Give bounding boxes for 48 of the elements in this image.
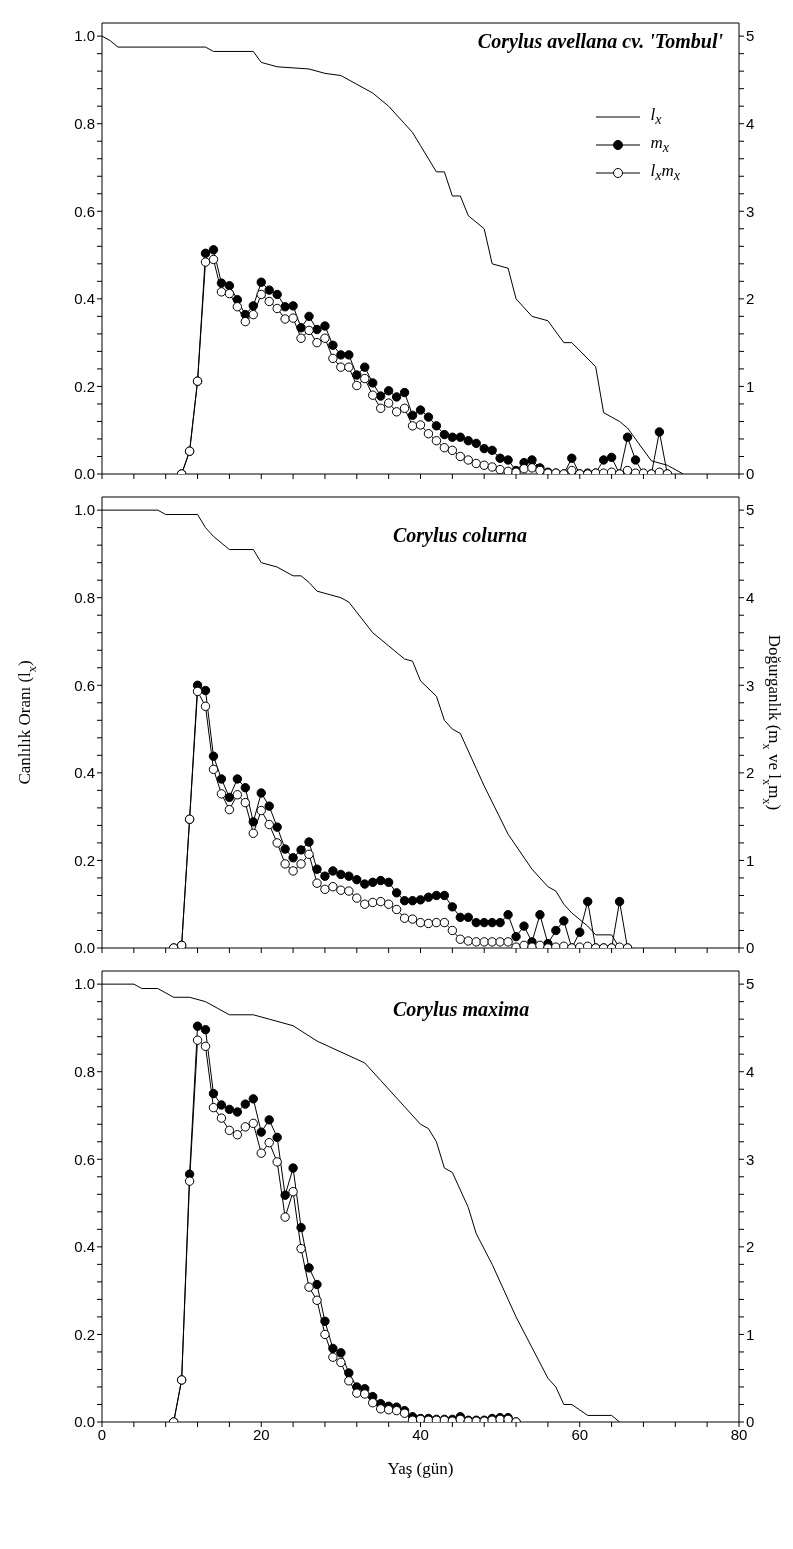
y2-tick-label: 2 (746, 764, 755, 782)
x-axis-title: Yaş (gün) (387, 1459, 454, 1478)
y-tick-label: 1.0 (74, 975, 95, 993)
y-tick-label: 0.4 (74, 764, 95, 782)
legend-label: l$_{x}$ (650, 105, 662, 129)
y-tick-label: 0.8 (74, 115, 95, 133)
y2-tick-label: 5 (746, 27, 755, 45)
x-tick-label: 80 (730, 1425, 748, 1443)
y-tick-label: 1.0 (74, 27, 95, 45)
y2-tick-label: 2 (746, 1238, 755, 1256)
legend-label: m$_{x}$ (650, 133, 669, 157)
y2-tick-label: 2 (746, 290, 755, 308)
y-tick-label: 0.0 (74, 465, 95, 483)
y2-tick-label: 0 (746, 939, 755, 957)
y-tick-label: 0.4 (74, 290, 95, 308)
y2-tick-label: 3 (746, 676, 755, 694)
legend-label: l$_{x}$m$_{x}$ (650, 161, 680, 185)
x-tick-label: 20 (252, 1425, 270, 1443)
y-tick-label: 0.6 (74, 1150, 95, 1168)
chart-title: Corylus avellana cv. 'Tombul' (477, 30, 723, 53)
y2-tick-label: 0 (746, 465, 755, 483)
y2-tick-label: 1 (746, 851, 755, 869)
y2-tick-label: 3 (746, 202, 755, 220)
y2-tick-label: 4 (746, 1063, 755, 1081)
y-tick-label: 0.6 (74, 202, 95, 220)
y2-tick-label: 4 (746, 589, 755, 607)
y2-tick-label: 1 (746, 377, 755, 395)
y2-tick-label: 3 (746, 1150, 755, 1168)
y2-tick-label: 1 (746, 1325, 755, 1343)
x-tick-label: 40 (412, 1425, 429, 1443)
y2-tick-label: 0 (746, 1413, 755, 1431)
y2-tick-label: 5 (746, 501, 755, 519)
y-tick-label: 0.6 (74, 676, 95, 694)
y-tick-label: 1.0 (74, 501, 95, 519)
x-tick-label: 60 (571, 1425, 589, 1443)
y2-tick-label: 4 (746, 115, 755, 133)
y-tick-label: 0.4 (74, 1238, 95, 1256)
y-tick-label: 0.0 (74, 939, 95, 957)
x-tick-label: 0 (97, 1425, 107, 1443)
y-tick-label: 0.2 (74, 377, 95, 395)
y-tick-label: 0.8 (74, 589, 95, 607)
y-tick-label: 0.8 (74, 1063, 95, 1081)
text: Corylus maxima (393, 998, 530, 1021)
text: Corylus colurna (393, 524, 527, 547)
y2-tick-label: 5 (746, 975, 755, 993)
y-tick-label: 0.2 (74, 1325, 95, 1343)
y-tick-label: 0.2 (74, 851, 95, 869)
y-tick-label: 0.0 (74, 1413, 95, 1431)
